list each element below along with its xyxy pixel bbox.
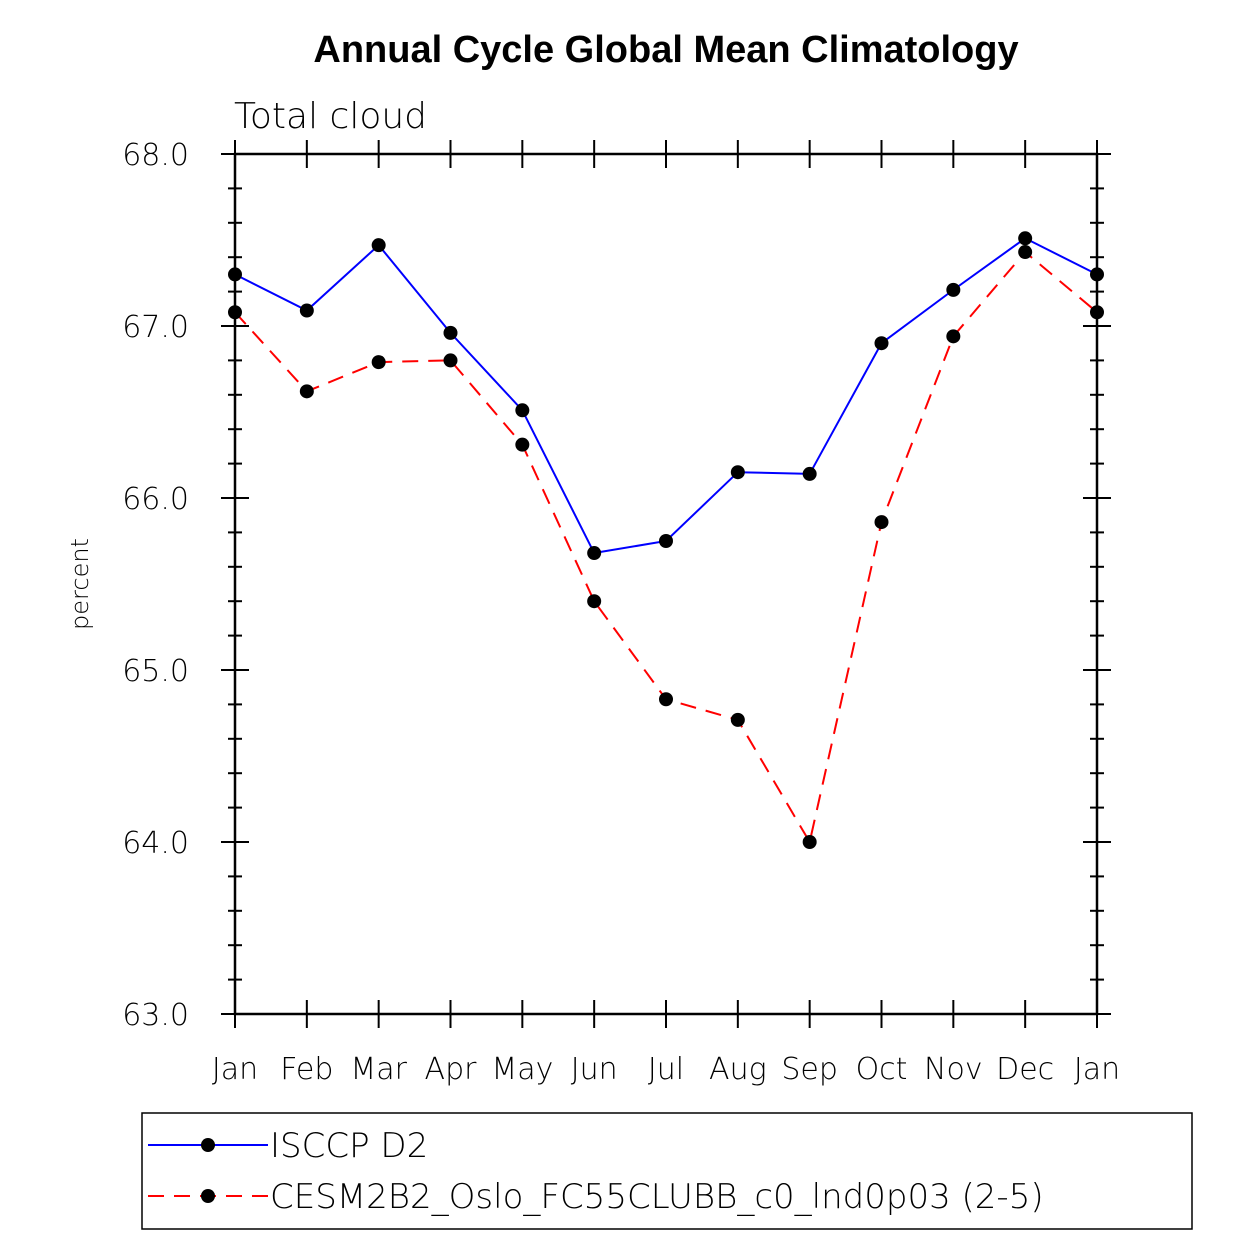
y-tick-label: 68.0: [122, 138, 189, 173]
chart-title: Annual Cycle Global Mean Climatology: [313, 29, 1018, 71]
chart-subtitle: Total cloud: [234, 96, 427, 137]
y-axis-label: percent: [66, 538, 94, 630]
series-1-point: [730, 465, 745, 480]
series-2-point: [730, 712, 745, 727]
x-tick-label: May: [491, 1052, 553, 1087]
series-2-point: [659, 692, 673, 707]
x-tick-label: Jan: [212, 1052, 258, 1087]
series-2-point: [802, 835, 817, 849]
series-1-point: [515, 403, 530, 418]
series-1-point: [299, 303, 314, 318]
y-tick-label: 63.0: [122, 998, 189, 1033]
legend: ISCCP D2 CESM2B2_Oslo_FC55CLUBB_c0_lnd0p0…: [148, 1126, 1044, 1217]
x-tick-label: Aug: [709, 1052, 767, 1087]
legend-marker-1: [201, 1138, 215, 1152]
x-tick-label: Sep: [781, 1052, 838, 1087]
legend-box: [141, 1112, 1193, 1230]
x-tick-label: Nov: [924, 1052, 983, 1087]
y-tick-label: 64.0: [122, 826, 189, 861]
series-2-point: [228, 305, 242, 320]
series-2-point: [515, 437, 530, 452]
series-layer: [228, 231, 1104, 849]
series-2-point: [946, 329, 961, 344]
series-1-point: [1018, 231, 1033, 246]
series-2-point: [443, 353, 458, 368]
y-tick-labels: 63.0 64.0 65.0 66.0 67.0 68.0: [122, 138, 189, 1033]
x-tick-label: Oct: [856, 1052, 908, 1087]
series-1-point: [802, 466, 817, 481]
series-1-point: [228, 267, 242, 282]
series-2-point: [1018, 245, 1033, 260]
x-tick-label: Dec: [996, 1052, 1054, 1087]
series-1-point: [874, 336, 889, 351]
series-2-point: [587, 594, 602, 609]
x-tick-labels: Jan Feb Mar Apr May Jun Jul Aug Sep Oct Nov Dec Jan: [212, 1052, 1120, 1087]
x-tick-label: Jul: [648, 1052, 684, 1087]
y-tick-label: 66.0: [122, 482, 189, 517]
x-tick-label: Jan: [1074, 1052, 1120, 1087]
series-1-point: [659, 534, 673, 548]
legend-label-2: CESM2B2_Oslo_FC55CLUBB_c0_lnd0p03 (2-5): [270, 1177, 1044, 1217]
y-tick-label: 67.0: [122, 310, 189, 345]
series-1-point: [1090, 267, 1104, 282]
series-line-1: [234, 237, 1098, 555]
legend-marker-2: [201, 1189, 215, 1203]
series-1-point: [587, 546, 602, 561]
y-tick-label: 65.0: [122, 654, 189, 689]
x-tick-label: Mar: [350, 1052, 407, 1087]
series-1-point: [371, 238, 386, 253]
x-tick-label: Feb: [280, 1052, 333, 1087]
series-2-point: [371, 355, 386, 370]
legend-label-1: ISCCP D2: [270, 1126, 428, 1166]
series-2-point: [874, 515, 889, 530]
series-2-point: [1090, 305, 1104, 320]
x-tick-label: Jun: [571, 1052, 618, 1087]
x-tick-label: Apr: [425, 1052, 478, 1087]
plot-frame: [233, 152, 1099, 1016]
series-1-point: [443, 325, 458, 340]
series-2-point: [299, 384, 314, 399]
series-1-point: [946, 282, 961, 297]
